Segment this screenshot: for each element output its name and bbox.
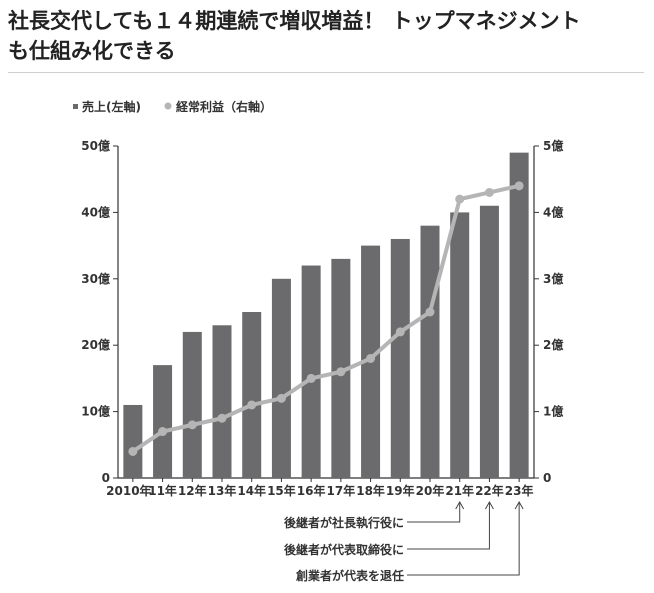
profit-line: [131, 183, 520, 454]
x-tick-label: 14年: [237, 483, 266, 498]
profit-point: [425, 307, 435, 317]
right-tick-label: 5億: [543, 138, 563, 153]
sales-bar: [390, 238, 410, 478]
left-tick-label: 10億: [81, 404, 110, 419]
legend-swatch-profit: [164, 102, 172, 110]
sales-bar: [212, 325, 232, 478]
left-tick-label: 20億: [81, 337, 110, 352]
profit-point: [514, 181, 524, 191]
profit-point: [247, 400, 257, 410]
sales-bar: [420, 225, 440, 478]
x-tick-label: 23年: [505, 483, 534, 498]
x-tick-label: 22年: [475, 483, 504, 498]
sales-bar: [182, 331, 202, 478]
left-tick-label: 40億: [81, 204, 110, 219]
x-tick-label: 11年: [148, 483, 177, 498]
annotation-leader: [407, 502, 461, 523]
sales-bar: [301, 265, 321, 478]
sales-bar: [153, 365, 173, 478]
profit-point: [187, 420, 197, 430]
right-tick-label: 1億: [543, 404, 563, 419]
x-tick-label: 21年: [445, 483, 474, 498]
bar-series: [123, 152, 529, 478]
x-tick-label: 15年: [267, 483, 296, 498]
annotation-label: 後継者が代表取締役に: [284, 542, 404, 557]
sales-bar: [509, 152, 529, 478]
headline-line-1: 社長交代しても１４期連続で増収増益！ トップマネジメント: [8, 9, 581, 33]
x-tick-label: 13年: [208, 483, 237, 498]
headline-line-2: も仕組み化できる: [8, 39, 176, 63]
legend-label-profit: 経常利益（右軸）: [176, 99, 272, 114]
headline-divider: [8, 72, 644, 73]
headline: 社長交代しても１４期連続で増収増益！ トップマネジメント も仕組み化できる: [8, 6, 648, 66]
profit-point: [158, 427, 168, 437]
x-tick-label: 12年: [178, 483, 207, 498]
sales-bar: [242, 312, 262, 478]
profit-point: [484, 187, 494, 197]
right-tick-label: 4億: [543, 204, 563, 219]
annotation-arrowhead: [514, 500, 524, 510]
profit-point: [455, 194, 465, 204]
sales-bar: [271, 278, 291, 478]
profit-point: [336, 367, 346, 377]
chart-legend: 売上(左軸) 経常利益（右軸）: [73, 99, 272, 114]
right-tick-label: 3億: [543, 271, 563, 286]
sales-bar: [450, 212, 470, 478]
annotation-label: 創業者が代表を退任: [295, 568, 404, 583]
x-tick-label: 16年: [297, 483, 326, 498]
profit-point: [217, 413, 227, 423]
legend-label-sales: 売上(左軸): [82, 99, 141, 114]
annotation-arrowhead: [455, 500, 465, 510]
line-series: [128, 181, 524, 456]
x-tick-label: 17年: [327, 483, 356, 498]
sales-bar: [479, 205, 499, 478]
profit-point: [128, 446, 138, 456]
left-tick-label: 30億: [81, 271, 110, 286]
sales-bar: [123, 404, 143, 478]
x-tick-label: 18年: [356, 483, 385, 498]
profit-point: [276, 393, 286, 403]
profit-point: [366, 353, 376, 363]
x-tick-label: 19年: [386, 483, 415, 498]
legend-swatch-sales: [73, 104, 78, 109]
left-tick-label: 0: [102, 471, 110, 485]
annotation-leader: [407, 502, 490, 550]
x-tick-label: 20年: [416, 483, 445, 498]
annotation-label: 後継者が社長執行役に: [284, 515, 404, 530]
annotation-arrowhead: [484, 500, 494, 510]
profit-point: [395, 327, 405, 337]
right-tick-label: 0: [543, 471, 551, 485]
left-tick-label: 50億: [81, 138, 110, 153]
annotation-leader: [407, 502, 520, 576]
right-tick-label: 2億: [543, 337, 563, 352]
x-tick-label: 2010年: [106, 483, 151, 498]
profit-point: [306, 373, 316, 383]
